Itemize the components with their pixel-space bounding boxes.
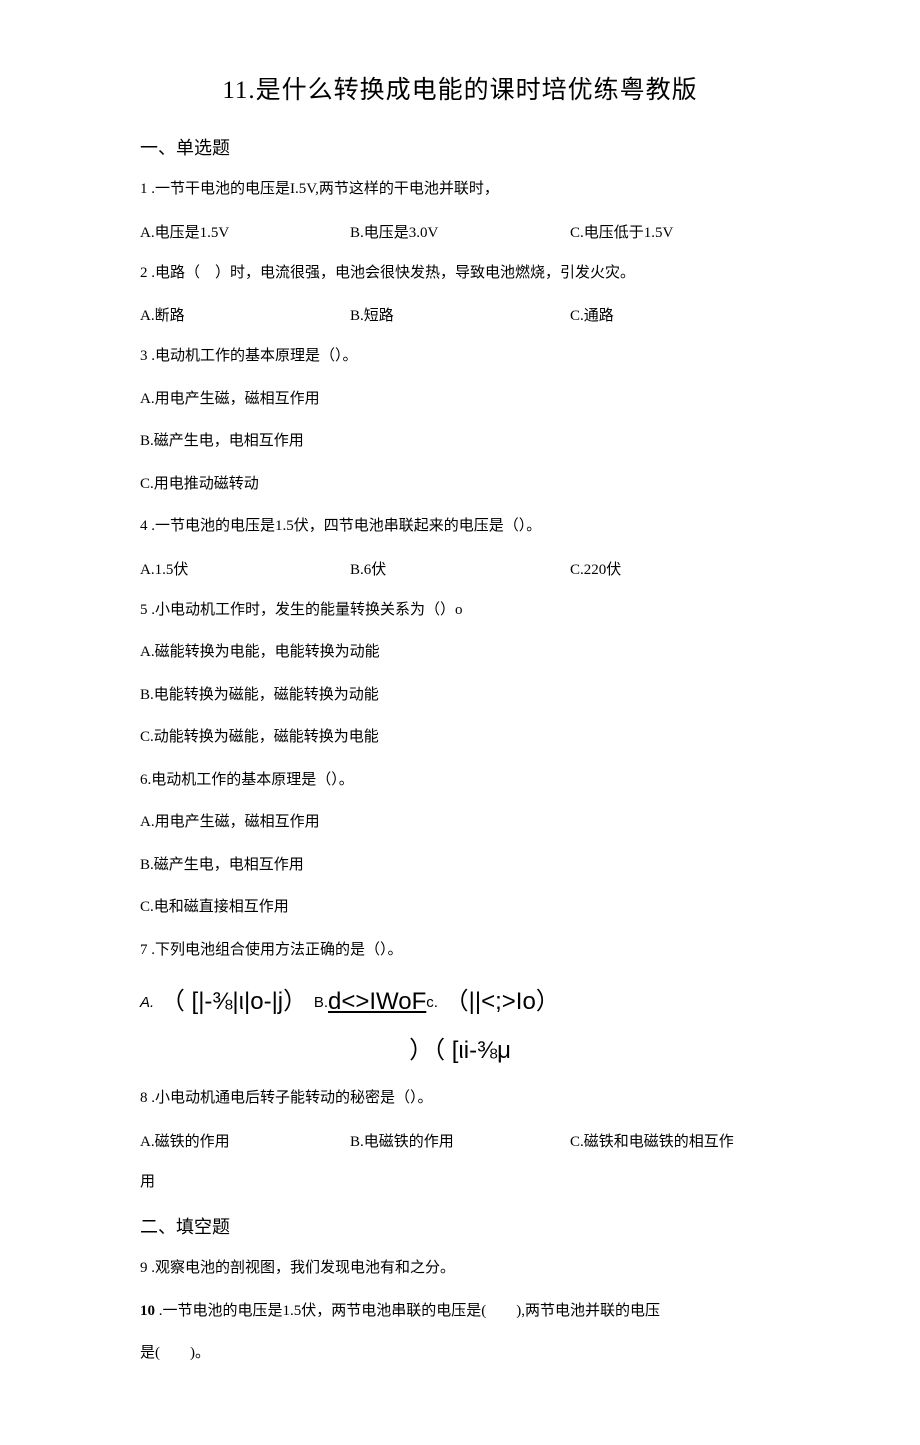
- q5-option-b: B.电能转换为磁能，磁能转换为动能: [140, 684, 780, 707]
- q7-options-row1: A. （ [|-⅜|ι|o-|j） B.d<>IWoFc. （||<;>Io）: [140, 981, 780, 1016]
- q2-option-c: C.通路: [570, 304, 780, 325]
- q5-stem: 5 .小电动机工作时，发生的能量转换关系为（）o: [140, 599, 780, 622]
- page-title: 11.是什么转换成电能的课时培优练粤教版: [140, 70, 780, 106]
- q2-option-b: B.短路: [350, 304, 570, 325]
- q6-stem: 6.电动机工作的基本原理是（）。: [140, 769, 780, 792]
- q3-option-a: A.用电产生磁，磁相互作用: [140, 388, 780, 411]
- q4-options: A.1.5伏 B.6伏 C.220伏: [140, 558, 780, 579]
- q1-option-b: B.电压是3.0V: [350, 221, 570, 242]
- q7-label-b: B.: [314, 994, 328, 1011]
- q4-option-c: C.220伏: [570, 558, 780, 579]
- q8-option-c: C.磁铁和电磁铁的相互作: [570, 1130, 780, 1151]
- section-1-heading: 一、单选题: [140, 134, 780, 160]
- q10-text-1: .一节电池的电压是1.5伏，两节电池串联的电压是( ),两节电池并联的电压: [155, 1303, 660, 1319]
- q9-stem: 9 .观察电池的剖视图，我们发现电池有和之分。: [140, 1257, 780, 1280]
- q7-options-row2: ）（ [ιi-⅜μ: [140, 1030, 780, 1065]
- q2-option-a: A.断路: [140, 304, 350, 325]
- q8-option-b: B.电磁铁的作用: [350, 1130, 570, 1151]
- q8-stem: 8 .小电动机通电后转子能转动的秘密是（）。: [140, 1087, 780, 1110]
- section-2-heading: 二、填空题: [140, 1213, 780, 1239]
- q10-number: 10: [140, 1303, 155, 1319]
- q5-option-a: A.磁能转换为电能，电能转换为动能: [140, 641, 780, 664]
- q5-option-c: C.动能转换为磁能，磁能转换为电能: [140, 726, 780, 749]
- q1-option-a: A.电压是1.5V: [140, 221, 350, 242]
- q1-options: A.电压是1.5V B.电压是3.0V C.电压低于1.5V: [140, 221, 780, 242]
- q8-option-a: A.磁铁的作用: [140, 1130, 350, 1151]
- q7-symbol-c: （||<;>Io）: [445, 988, 560, 1015]
- q10-stem-line1: 10 .一节电池的电压是1.5伏，两节电池串联的电压是( ),两节电池并联的电压: [140, 1300, 780, 1323]
- q3-option-c: C.用电推动磁转动: [140, 473, 780, 496]
- q2-options: A.断路 B.短路 C.通路: [140, 304, 780, 325]
- q1-stem: 1 .一节干电池的电压是I.5V,两节这样的干电池并联时，: [140, 178, 780, 201]
- q8-options: A.磁铁的作用 B.电磁铁的作用 C.磁铁和电磁铁的相互作: [140, 1130, 780, 1151]
- q1-option-c: C.电压低于1.5V: [570, 221, 780, 242]
- q7-symbol-b: d<>IWoF: [328, 988, 426, 1015]
- q4-stem: 4 .一节电池的电压是1.5伏，四节电池串联起来的电压是（）。: [140, 515, 780, 538]
- q7-label-c: c.: [426, 994, 438, 1011]
- q7-symbol-a: （ [|-⅜|ι|o-|j）: [161, 988, 314, 1015]
- q7-stem: 7 .下列电池组合使用方法正确的是（）。: [140, 939, 780, 962]
- q3-stem: 3 .电动机工作的基本原理是（）。: [140, 345, 780, 368]
- q6-option-c: C.电和磁直接相互作用: [140, 896, 780, 919]
- q3-option-b: B.磁产生电，电相互作用: [140, 430, 780, 453]
- q6-option-a: A.用电产生磁，磁相互作用: [140, 811, 780, 834]
- q4-option-a: A.1.5伏: [140, 558, 350, 579]
- q10-stem-line2: 是( )。: [140, 1342, 780, 1365]
- q2-stem: 2 .电路（ ）时，电流很强，电池会很快发热，导致电池燃烧，引发火灾。: [140, 262, 780, 285]
- q8-option-c-cont: 用: [140, 1171, 780, 1194]
- q6-option-b: B.磁产生电，电相互作用: [140, 854, 780, 877]
- q7-label-a: A.: [140, 994, 154, 1011]
- q4-option-b: B.6伏: [350, 558, 570, 579]
